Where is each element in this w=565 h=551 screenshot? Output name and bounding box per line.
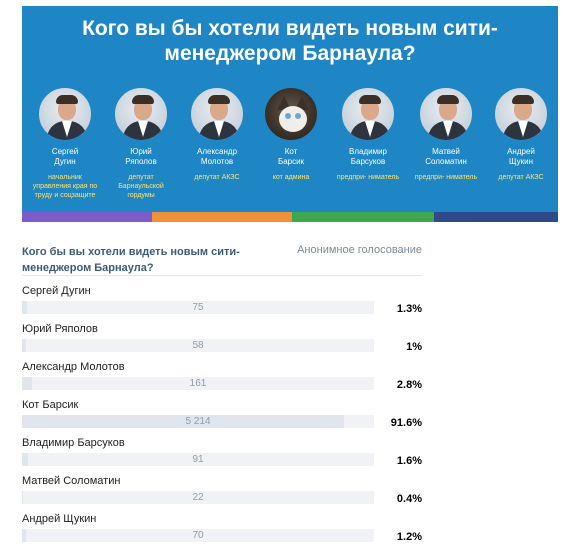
- candidate-last-name: Щукин: [508, 157, 534, 166]
- candidate-first-name: Владимир: [348, 147, 387, 156]
- poll-option-label: Матвей Соломатин: [22, 475, 121, 487]
- poll-option-label: Кот Барсик: [22, 399, 79, 411]
- banner-stripe: [22, 212, 152, 222]
- poll-option-bar: 75: [22, 301, 374, 314]
- candidate-card: Кот Барсик кот админа: [258, 86, 324, 182]
- poll-option-bar: 161: [22, 377, 374, 390]
- poll-option-vote-count: 70: [192, 530, 204, 541]
- poll-option[interactable]: Андрей Щукин 70 1.2%: [22, 512, 422, 546]
- candidate-first-name: Александр: [196, 147, 238, 156]
- candidate-first-name: Юрий: [130, 147, 152, 156]
- poll-option-bar-fill: [22, 377, 32, 390]
- poll-option[interactable]: Матвей Соломатин 22 0.4%: [22, 474, 422, 508]
- candidate-name: Александр Молотов: [184, 147, 250, 167]
- poll-option[interactable]: Кот Барсик 5 214 91.6%: [22, 398, 422, 432]
- candidate-role: депутат АКЗС: [194, 174, 240, 181]
- candidate-name: Андрей Щукин: [488, 147, 554, 167]
- candidate-role: депутат Барнаульской гордумы: [118, 174, 164, 199]
- candidate-role: депутат АКЗС: [498, 174, 544, 181]
- poll-option-vote-count: 58: [192, 340, 204, 351]
- poll-option-percent: 1.6%: [396, 455, 422, 467]
- poll-option-percent: 91.6%: [390, 417, 422, 429]
- poll-option-bar-fill: [22, 415, 345, 428]
- poll-option[interactable]: Сергей Дугин 75 1.3%: [22, 284, 422, 318]
- poll-option-percent: 0.4%: [396, 493, 422, 505]
- poll-header: Кого бы вы хотели видеть новым сити-мене…: [22, 240, 422, 276]
- candidate-card: Андрей Щукин депутат АКЗС: [488, 86, 554, 182]
- candidate-name: Юрий Ряполов: [108, 147, 174, 167]
- candidate-name: Матвей Соломатин: [413, 147, 479, 167]
- poll-option-label: Александр Молотов: [22, 361, 125, 373]
- poll-option-bar-fill: [22, 339, 26, 352]
- candidate-name: Сергей Дугин: [32, 147, 98, 167]
- candidate-card: Владимир Барсуков предпри- ниматель: [335, 86, 401, 182]
- banner-title-line-2: менеджером Барнаула?: [164, 42, 416, 65]
- banner-stripe: [152, 212, 292, 222]
- poll-option-bar: 22: [22, 491, 374, 504]
- poll-option-bar: 70: [22, 529, 374, 542]
- poll-option[interactable]: Александр Молотов 161 2.8%: [22, 360, 422, 394]
- candidate-card: Юрий Ряполов депутат Барнаульской гордумы: [108, 86, 174, 200]
- man-portrait-icon: [493, 86, 549, 142]
- poll-option-label: Владимир Барсуков: [22, 437, 125, 449]
- poll-option-vote-count: 161: [189, 378, 207, 389]
- poll-option-bar-fill: [22, 491, 24, 504]
- poll-type-label: Анонимное голосование: [297, 244, 422, 256]
- banner-stripe: [434, 212, 558, 222]
- poll-option-percent: 1.3%: [396, 303, 422, 315]
- candidate-role: предпри- ниматель: [336, 174, 400, 181]
- poll-option[interactable]: Владимир Барсуков 91 1.6%: [22, 436, 422, 470]
- poll: Кого бы вы хотели видеть новым сити-мене…: [22, 240, 422, 543]
- man-portrait-icon: [113, 86, 169, 142]
- candidate-name: Кот Барсик: [258, 147, 324, 167]
- poll-option-bar: 91: [22, 453, 374, 466]
- banner-color-stripes: [22, 212, 558, 222]
- man-portrait-icon: [37, 86, 93, 142]
- candidate-last-name: Барсик: [277, 157, 305, 166]
- cat-portrait-icon: [263, 86, 319, 142]
- candidate-card: Александр Молотов депутат АКЗС: [184, 86, 250, 182]
- poll-question: Кого бы вы хотели видеть новым сити-мене…: [22, 246, 240, 274]
- man-portrait-icon: [189, 86, 245, 142]
- poll-option-bar: 5 214: [22, 415, 374, 428]
- candidate-first-name: Матвей: [432, 147, 460, 156]
- poll-option-percent: 1%: [406, 341, 422, 353]
- candidate-role: кот админа: [272, 174, 310, 181]
- poll-option-vote-count: 22: [192, 492, 204, 503]
- man-portrait-icon: [418, 86, 474, 142]
- poll-option[interactable]: Юрий Ряполов 58 1%: [22, 322, 422, 356]
- candidate-last-name: Барсуков: [350, 157, 386, 166]
- candidate-first-name: Андрей: [507, 147, 535, 156]
- banner-title-line-1: Кого вы бы хотели видеть новым сити-: [82, 17, 498, 40]
- poll-option-percent: 2.8%: [396, 379, 422, 391]
- candidate-last-name: Молотов: [200, 157, 234, 166]
- banner-stripe: [292, 212, 434, 222]
- candidate-card: Сергей Дугин начальник управления края по …: [32, 86, 98, 200]
- banner-title: Кого вы бы хотели видеть новым сити- мен…: [22, 16, 558, 66]
- poll-option-label: Юрий Ряполов: [22, 323, 98, 335]
- poll-option-vote-count: 5 214: [185, 416, 211, 427]
- poll-option-bar-fill: [22, 301, 27, 314]
- candidate-last-name: Ряполов: [125, 157, 157, 166]
- poll-option-label: Андрей Щукин: [22, 513, 97, 525]
- poll-option-label: Сергей Дугин: [22, 285, 91, 297]
- candidate-last-name: Соломатин: [425, 157, 467, 166]
- poll-option-bar-fill: [22, 529, 27, 542]
- candidate-first-name: Сергей: [51, 147, 79, 156]
- man-portrait-icon: [340, 86, 396, 142]
- candidate-card: Матвей Соломатин предпри- ниматель: [413, 86, 479, 182]
- poll-option-vote-count: 91: [192, 454, 204, 465]
- poll-option-bar-fill: [22, 453, 28, 466]
- poll-banner-image: Кого вы бы хотели видеть новым сити- мен…: [22, 6, 558, 222]
- candidate-role: начальник управления края по труду и соц…: [32, 174, 98, 199]
- poll-option-percent: 1.2%: [396, 531, 422, 543]
- candidate-last-name: Дугин: [54, 157, 76, 166]
- candidate-role: предпри- ниматель: [414, 174, 478, 181]
- candidate-first-name: Кот: [284, 147, 298, 156]
- poll-option-vote-count: 75: [192, 302, 204, 313]
- candidate-name: Владимир Барсуков: [335, 147, 401, 167]
- poll-option-bar: 58: [22, 339, 374, 352]
